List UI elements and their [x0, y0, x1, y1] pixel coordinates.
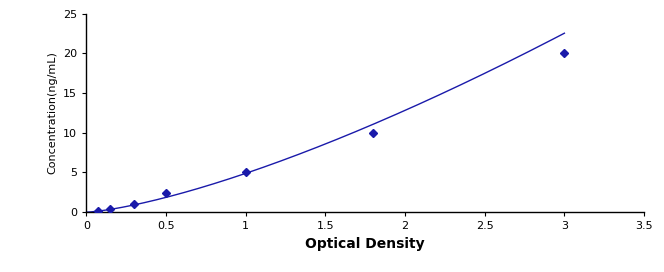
Y-axis label: Concentration(ng/mL): Concentration(ng/mL): [48, 51, 58, 174]
X-axis label: Optical Density: Optical Density: [305, 237, 425, 251]
